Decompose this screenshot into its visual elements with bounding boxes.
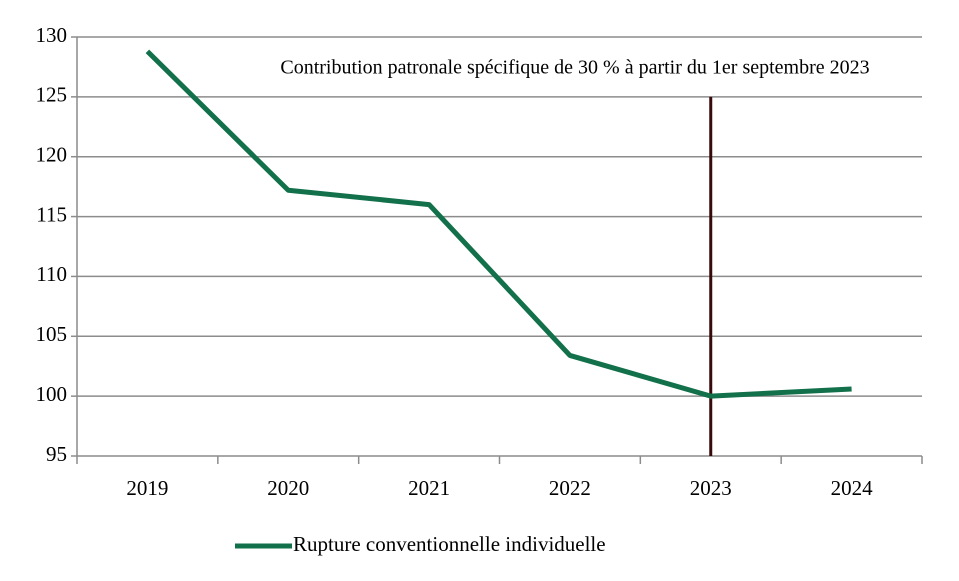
x-tick-label: 2019: [126, 476, 168, 500]
y-tick-label: 110: [36, 262, 67, 286]
x-tick-label: 2021: [408, 476, 450, 500]
data-line: [145, 49, 852, 399]
x-tick-label: 2023: [690, 476, 732, 500]
y-tick-label: 120: [36, 143, 68, 167]
annotation: Contribution patronale spécifique de 30 …: [280, 57, 869, 79]
x-tick-label: 2022: [549, 476, 591, 500]
y-tick-label: 105: [36, 322, 68, 346]
legend-label: Rupture conventionnelle individuelle: [293, 532, 606, 556]
y-tick-label: 100: [36, 382, 68, 406]
y-tick-label: 125: [36, 83, 68, 107]
x-tick-label: 2024: [831, 476, 874, 500]
y-tick-label: 115: [36, 202, 67, 226]
x-tick-label: 2020: [267, 476, 309, 500]
y-tick-label: 130: [36, 23, 68, 47]
y-tick-label: 95: [46, 442, 67, 466]
